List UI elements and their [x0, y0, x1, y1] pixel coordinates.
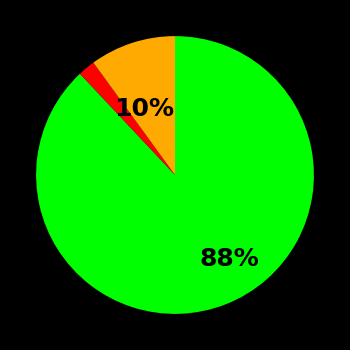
Wedge shape — [93, 36, 175, 175]
Wedge shape — [36, 36, 314, 314]
Text: 10%: 10% — [114, 97, 174, 121]
Text: 88%: 88% — [199, 247, 259, 271]
Wedge shape — [80, 63, 175, 175]
